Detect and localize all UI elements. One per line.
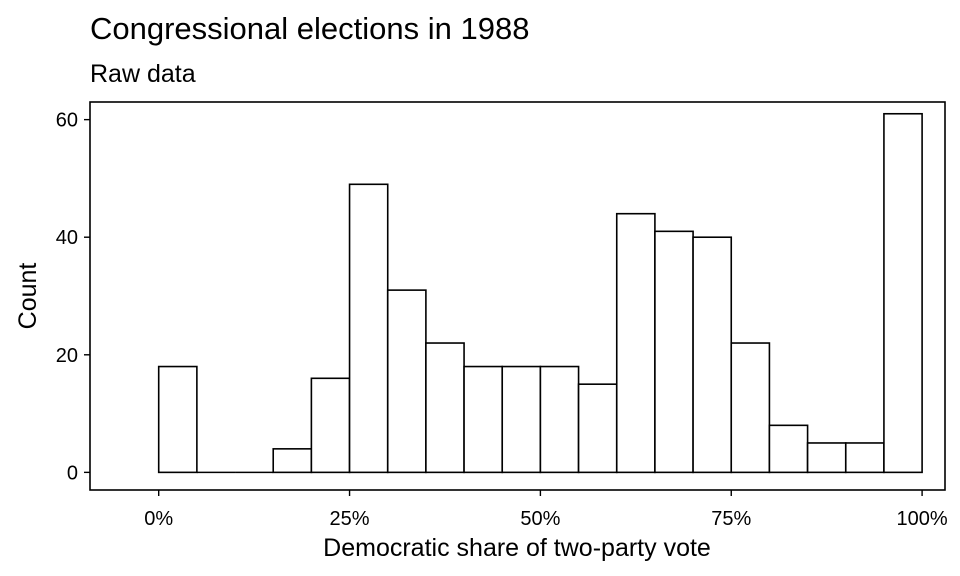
histogram-bar (272, 448, 313, 474)
histogram-bar (425, 342, 465, 474)
plot-panel-border (89, 101, 946, 491)
histogram-bar (539, 365, 580, 474)
x-tick-label: 50% (520, 508, 560, 530)
x-axis: 0% 25% 50% 75% 100% (144, 490, 948, 530)
histogram-bar (615, 212, 656, 474)
histogram-bar (883, 112, 923, 474)
histogram-bar (844, 442, 885, 474)
histogram-bar (730, 342, 771, 474)
y-axis-label: Count (14, 263, 42, 330)
chart-title: Congressional elections in 1988 (90, 11, 530, 46)
x-tick-label: 100% (897, 508, 948, 530)
histogram-bar (501, 365, 542, 474)
y-tick-label: 0 (67, 462, 78, 484)
histogram-bar (348, 183, 389, 474)
histogram-bar (310, 377, 351, 474)
histogram-bar (463, 365, 504, 474)
histogram-bar (806, 442, 847, 474)
histogram-bar (654, 230, 694, 474)
y-axis: 0 20 40 60 (56, 110, 90, 484)
y-tick-label: 40 (56, 227, 78, 249)
x-tick-label: 0% (144, 508, 173, 530)
x-axis-label: Democratic share of two-party vote (323, 534, 711, 562)
chart-subtitle: Raw data (90, 60, 196, 88)
histogram-bar (386, 289, 427, 474)
y-tick-label: 60 (56, 110, 78, 132)
x-tick-label: 75% (711, 508, 751, 530)
histogram-bar (577, 383, 618, 474)
histogram-bar (157, 365, 198, 474)
y-tick-label: 20 (56, 345, 78, 367)
histogram-bars (157, 112, 923, 474)
histogram-bar (692, 236, 733, 474)
histogram-bar (768, 424, 809, 474)
x-tick-label: 25% (330, 508, 370, 530)
